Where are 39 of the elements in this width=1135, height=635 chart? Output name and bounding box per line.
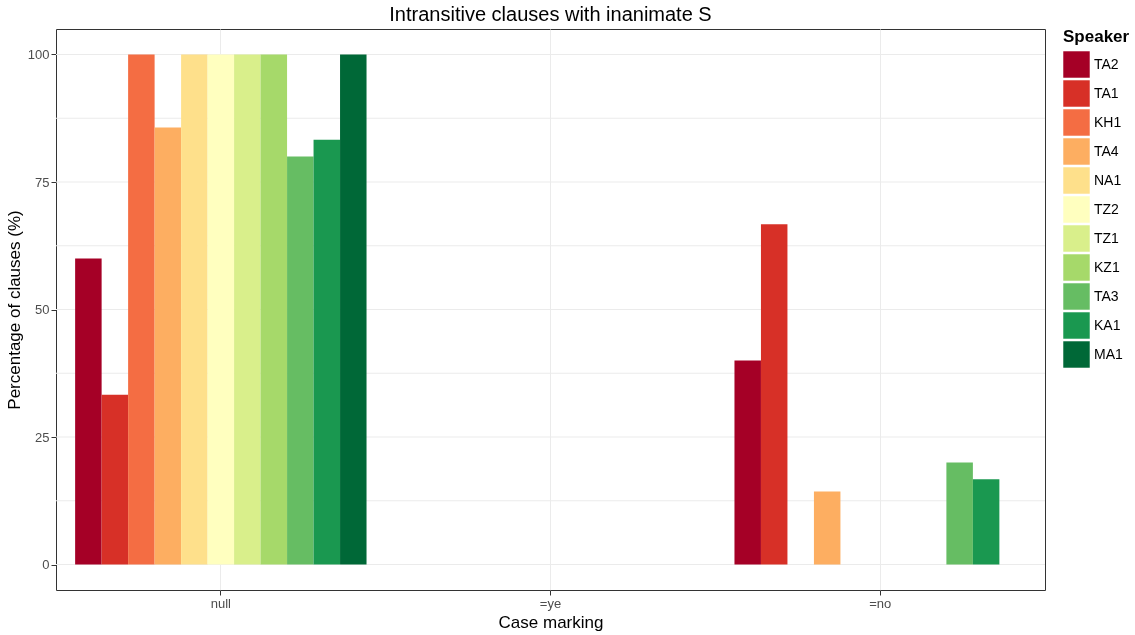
legend-label: TA4 — [1094, 142, 1119, 159]
legend-label: KZ1 — [1094, 258, 1120, 275]
bar — [946, 462, 973, 565]
legend-label: KH1 — [1094, 113, 1122, 130]
bar — [340, 54, 367, 565]
y-tick-label: 50 — [35, 302, 50, 317]
x-tick-label: =no — [869, 595, 892, 611]
y-tick-label: 75 — [35, 174, 50, 190]
legend-label: KA1 — [1094, 316, 1121, 333]
y-axis-title: Percentage of clauses (%) — [4, 210, 24, 410]
legend-title: Speaker — [1063, 27, 1130, 46]
legend-label: MA1 — [1094, 345, 1123, 362]
legend-label: TA2 — [1094, 55, 1119, 72]
y-tick-label: 0 — [42, 557, 50, 572]
legend-label: NA1 — [1094, 171, 1122, 188]
x-tick-label: null — [210, 595, 232, 611]
bar — [260, 54, 288, 565]
bar — [287, 156, 314, 565]
y-tick-label: 25 — [35, 429, 50, 445]
bar — [313, 139, 341, 565]
x-tick-label: =ye — [539, 595, 562, 611]
bar — [234, 54, 261, 565]
bar — [75, 258, 102, 565]
bar — [760, 224, 788, 565]
bar — [972, 479, 1000, 565]
bar — [207, 54, 235, 565]
y-tick-label: 100 — [27, 47, 50, 62]
legend-label: TA3 — [1094, 287, 1119, 304]
bar — [128, 54, 155, 565]
x-axis-title: Case marking — [498, 612, 604, 632]
bar — [813, 491, 841, 565]
legend-label: TZ2 — [1094, 200, 1120, 217]
chart-title: Intransitive clauses with inanimate S — [389, 3, 712, 25]
legend-label: TZ1 — [1094, 229, 1120, 246]
bar — [181, 54, 208, 565]
legend-label: TA1 — [1094, 84, 1119, 101]
bar — [154, 127, 182, 565]
bar — [101, 394, 129, 565]
bar — [734, 360, 761, 565]
